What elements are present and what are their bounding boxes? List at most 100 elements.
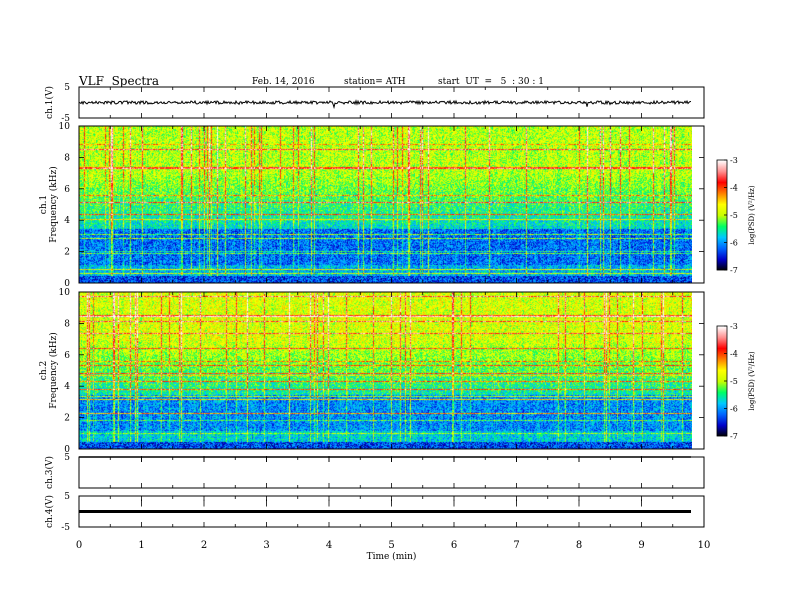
colorbar-cell [717, 410, 727, 412]
colorbar-cell [717, 228, 727, 230]
colorbar-cell [717, 416, 727, 418]
colorbar-cell [717, 167, 727, 169]
colorbar-tick-label: -4 [730, 184, 738, 193]
colorbar-cell [717, 352, 727, 354]
colorbar-cell [717, 257, 727, 259]
colorbar-cell [717, 214, 727, 216]
colorbar-cell [717, 334, 727, 336]
colorbar-cell [717, 236, 727, 238]
x-tick-label: 4 [326, 540, 332, 551]
colorbar-cell [717, 207, 727, 209]
colorbar-label: log(PSD) (V²/Hz) [748, 185, 756, 244]
ch1-ytick-label: 0 [64, 279, 70, 289]
colorbar-cell [717, 383, 727, 385]
colorbar-cell [717, 348, 727, 350]
colorbar-cell [717, 379, 727, 381]
colorbar-tick-label: -5 [730, 211, 738, 220]
colorbar-cell [717, 209, 727, 211]
colorbar-cell [717, 213, 727, 215]
colorbar-cell [717, 427, 727, 429]
colorbar-cell [717, 183, 727, 185]
colorbar-tick-label: -4 [730, 350, 738, 359]
ch2-colorbar: -3 -4 -5 -6 -7 log(PSD) (V²/Hz) [716, 322, 756, 441]
colorbar-cell [717, 233, 727, 235]
colorbar-cell [717, 166, 727, 168]
colorbar-cell [717, 396, 727, 398]
colorbar-cell [717, 378, 727, 380]
colorbar-cell [717, 338, 727, 340]
colorbar-cell [717, 390, 727, 392]
colorbar-cell [717, 216, 727, 218]
colorbar-cell [717, 430, 727, 432]
colorbar-cell [717, 263, 727, 265]
colorbar-cell [717, 377, 727, 379]
colorbar-cell [717, 238, 727, 240]
colorbar-cell [717, 196, 727, 198]
colorbar-cell [717, 184, 727, 186]
colorbar-cell [717, 178, 727, 180]
colorbar-cell [717, 171, 727, 173]
colorbar-cell [717, 220, 727, 222]
ch4-waveform-panel: 5 -5 ch.4(V) [44, 492, 705, 533]
colorbar-cell [717, 415, 727, 417]
colorbar-cell [717, 185, 727, 187]
colorbar-cell [717, 160, 727, 162]
colorbar-cell [717, 186, 727, 188]
ch1-ytick-label: -5 [61, 114, 70, 124]
colorbar-cell [717, 197, 727, 199]
colorbar-cell [717, 222, 727, 224]
colorbar-cell [717, 347, 727, 349]
colorbar-cell [717, 422, 727, 424]
ch1-ylabel: ch.1(V) [44, 86, 55, 119]
colorbar-cell [717, 355, 727, 357]
x-tick-label: 2 [201, 540, 207, 551]
colorbar-cell [717, 242, 727, 244]
colorbar-tick-label: -5 [730, 377, 738, 386]
colorbar-cell [717, 174, 727, 176]
ch2-spectrogram-image [79, 292, 692, 449]
x-tick-label: 8 [576, 540, 582, 551]
colorbar-cell [717, 229, 727, 231]
colorbar-cell [717, 168, 727, 170]
ch1-trace [78, 99, 692, 110]
x-tick-label: 5 [388, 540, 394, 551]
colorbar-cell [717, 351, 727, 353]
colorbar-cell [717, 372, 727, 374]
colorbar-cell [717, 204, 727, 206]
colorbar-cell [717, 342, 727, 344]
colorbar-label: log(PSD) (V²/Hz) [748, 351, 756, 410]
colorbar-cell [717, 350, 727, 352]
colorbar-cell [717, 339, 727, 341]
colorbar-cell [717, 264, 727, 266]
colorbar-cell [717, 175, 727, 177]
colorbar-cell [717, 235, 727, 237]
colorbar-cell [717, 252, 727, 254]
colorbar-cell [717, 405, 727, 407]
x-tick-label: 3 [263, 540, 269, 551]
ch1-ytick-label: 6 [64, 185, 70, 195]
colorbar-cell [717, 428, 727, 430]
colorbar-cell [717, 426, 727, 428]
colorbar-cell [717, 409, 727, 411]
colorbar-cell [717, 424, 727, 426]
colorbar-cell [717, 259, 727, 261]
x-tick-label: 1 [138, 540, 144, 551]
colorbar-cell [717, 227, 727, 229]
colorbar-cell [717, 268, 727, 270]
ch1-ytick-label: 10 [59, 122, 71, 132]
ch4-ytick-label: -5 [61, 523, 70, 533]
ch1-spectrogram-panel: 0 2 4 6 8 10 ch.1Frequency (kHz) [39, 122, 705, 289]
colorbar-cell [717, 327, 727, 329]
colorbar-cell [717, 203, 727, 205]
colorbar-cell [717, 162, 727, 164]
ch4-ytick-label: 5 [64, 492, 70, 502]
colorbar-cell [717, 326, 727, 328]
colorbar-cell [717, 182, 727, 184]
colorbar-cell [717, 431, 727, 433]
colorbar-tick-label: -3 [730, 156, 738, 165]
colorbar-cell [717, 349, 727, 351]
ch2-ytick-label: 0 [64, 445, 70, 455]
ch1-spectrogram-image [79, 126, 692, 283]
x-tick-label: 10 [698, 540, 711, 551]
colorbar-cell [717, 176, 727, 178]
